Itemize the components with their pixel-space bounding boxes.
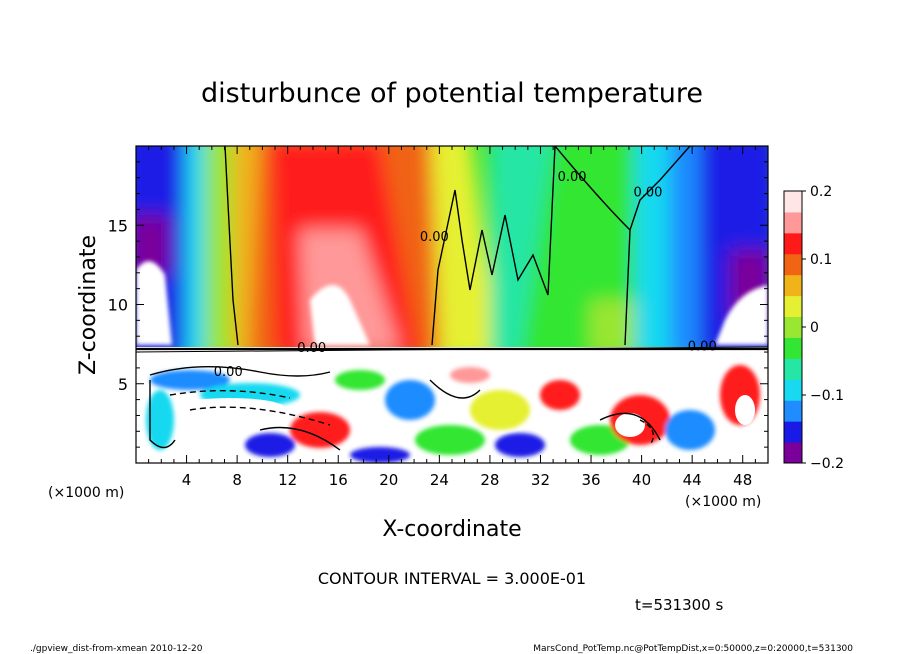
- y-axis: 5 10 15: [108, 161, 768, 448]
- colorbar-tick-label: 0.2: [810, 184, 832, 200]
- colorbar-cell: [784, 379, 802, 401]
- x-tick-label: 20: [379, 471, 398, 489]
- x-tick-label: 44: [683, 471, 702, 489]
- footer-left: ./gpview_dist-from-xmean 2010-12-20: [30, 644, 203, 654]
- upper-highlights: [136, 261, 768, 345]
- y-tick-label: 10: [108, 296, 128, 315]
- upper-field: [136, 146, 768, 360]
- contour-labels: 0.00 0.00 0.00 0.00 0.00 0.00: [214, 170, 717, 380]
- contour-label: 0.00: [558, 170, 587, 185]
- x-unit-left: (×1000 m): [48, 485, 124, 501]
- contour-lines: [136, 146, 768, 451]
- time-label: t=531300 s: [635, 596, 723, 614]
- x-tick-label: 40: [632, 471, 651, 489]
- lower-field: [146, 365, 760, 463]
- plot-area: 0.00 0.00 0.00 0.00 0.00 0.00: [136, 146, 768, 463]
- colorbar-tick-label: −0.1: [810, 388, 844, 404]
- lower-white-patches: [175, 395, 755, 437]
- x-tick-label: 32: [531, 471, 550, 489]
- y-tick-label: 15: [108, 216, 128, 235]
- contour-label: 0.00: [214, 365, 243, 380]
- x-tick-label: 8: [232, 471, 242, 489]
- contour-label: 0.00: [633, 186, 662, 201]
- x-axis: 4 8 12 16 20 24 28 32 36 40 44 48: [148, 146, 756, 489]
- footer-right: MarsCond_PotTemp.nc@PotTempDist,x=0:5000…: [533, 644, 853, 654]
- colorbar-cell: [784, 421, 802, 443]
- x-tick-label: 4: [182, 471, 192, 489]
- y-tick-label: 5: [118, 375, 128, 394]
- x-unit-right: (×1000 m): [685, 494, 761, 510]
- colorbar-cell: [784, 232, 802, 255]
- colorbar-tick-label: 0.1: [810, 252, 832, 268]
- colorbar-cell: [784, 442, 802, 464]
- colorbar: 0.2 0.1 0 −0.1 −0.2: [783, 184, 844, 472]
- contour-label: 0.00: [688, 339, 717, 354]
- contour-interval: CONTOUR INTERVAL = 3.000E-01: [318, 569, 586, 588]
- colorbar-cell: [784, 211, 802, 234]
- x-tick-label: 48: [733, 471, 752, 489]
- y-axis-label: Z-coordinate: [76, 235, 101, 375]
- x-tick-label: 28: [480, 471, 499, 489]
- colorbar-cell: [784, 337, 802, 359]
- chart-title: disturbunce of potential temperature: [201, 78, 703, 109]
- colorbar-cell: [784, 295, 802, 318]
- colorbar-cell: [784, 400, 802, 422]
- colorbar-cell: [784, 274, 802, 297]
- colorbar-cell: [784, 191, 802, 213]
- contour-label: 0.00: [420, 230, 449, 245]
- x-tick-label: 24: [430, 471, 449, 489]
- colorbar-cell: [784, 253, 802, 276]
- contour-label: 0.00: [297, 341, 326, 356]
- colorbar-tick-label: −0.2: [810, 456, 844, 472]
- colorbar-cell: [784, 358, 802, 380]
- x-axis-label: X-coordinate: [382, 517, 521, 542]
- x-tick-label: 36: [581, 471, 600, 489]
- x-tick-label: 16: [329, 471, 348, 489]
- colorbar-tick-label: 0: [810, 320, 819, 336]
- x-tick-label: 12: [278, 471, 297, 489]
- colorbar-cell: [784, 316, 802, 338]
